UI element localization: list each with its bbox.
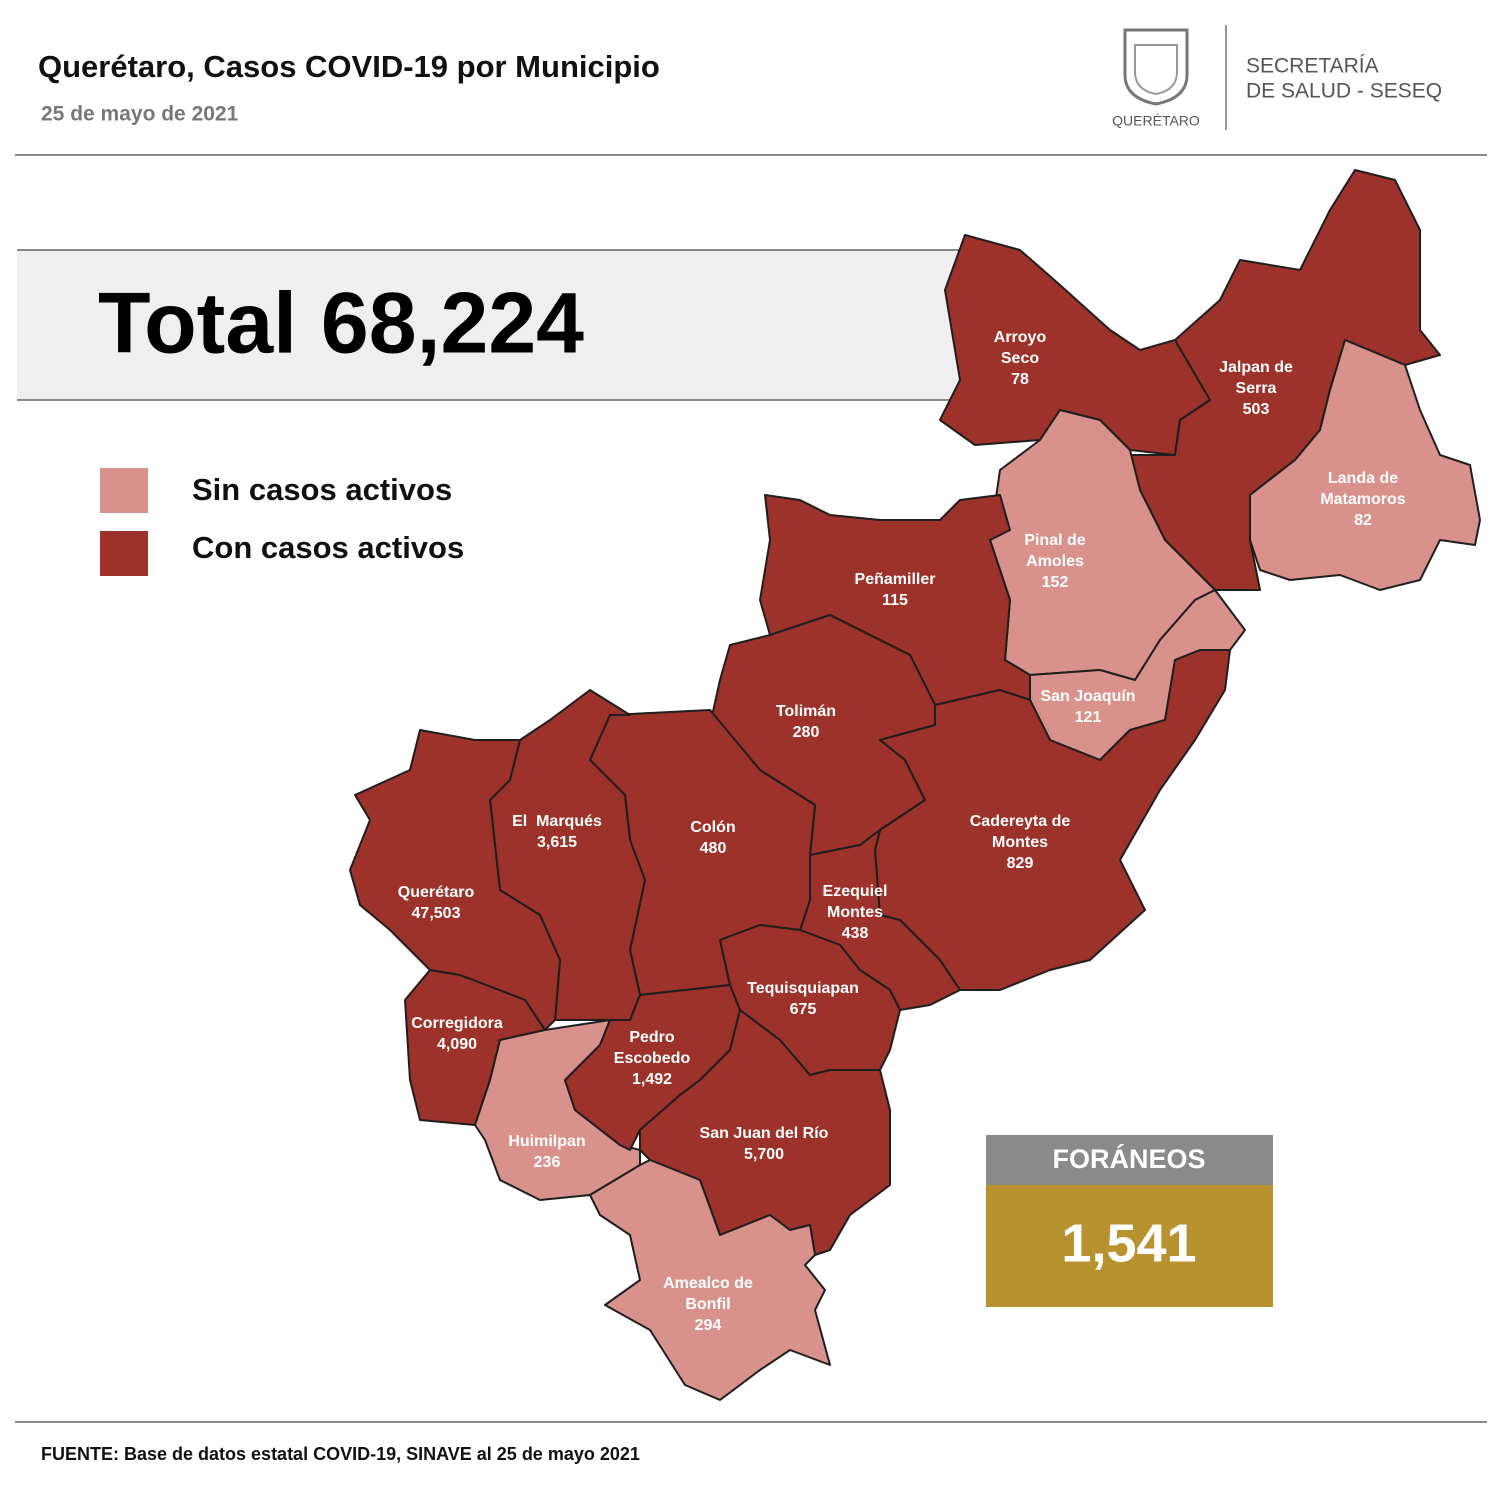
agency-line: DE SALUD - SESEQ	[1246, 80, 1442, 103]
municipality-cases: 5,700	[744, 1146, 784, 1163]
foraneos-label: FORÁNEOS	[1052, 1143, 1205, 1174]
total-band	[17, 250, 977, 400]
municipality-name: Querétaro	[398, 884, 475, 901]
legend-swatch	[100, 531, 148, 576]
municipality-name: Bonfil	[685, 1296, 730, 1313]
municipality-cases: 115	[882, 592, 908, 609]
municipality-name: Seco	[1001, 350, 1039, 367]
municipality-label: Corregidora 4,090	[411, 1015, 503, 1053]
municipality-cases: 280	[793, 724, 820, 741]
municipality-cases: 3,615	[537, 834, 577, 851]
municipality-cases: 438	[842, 925, 869, 942]
legend-swatch	[100, 468, 148, 513]
municipality-label: Tequisquiapan 675	[747, 980, 859, 1018]
municipality-cases: 480	[700, 840, 727, 857]
municipality-name: Arroyo	[994, 329, 1047, 346]
municipality	[939, 234, 1211, 456]
municipality-label: Pinal de Amoles 152	[1024, 532, 1085, 591]
municipality-name: Jalpan de	[1219, 359, 1293, 376]
municipality-name: Corregidora	[411, 1015, 503, 1032]
municipality-label: Colón 480	[690, 819, 735, 857]
date: 25 de mayo de 2021	[41, 103, 239, 126]
municipality-cases: 121	[1075, 709, 1102, 726]
legend-label: Con casos activos	[192, 530, 464, 565]
foraneos-value: 1,541	[1061, 1213, 1196, 1273]
municipality-label: Peñamiller 115	[855, 571, 936, 609]
municipality-name: Tolimán	[776, 703, 836, 720]
municipality-label: Huimilpan 236	[508, 1133, 585, 1171]
municipality-name: Colón	[690, 819, 735, 836]
municipality-name: Escobedo	[614, 1050, 691, 1067]
legend-label: Sin casos activos	[192, 472, 452, 507]
municipality-name: Huimilpan	[508, 1133, 585, 1150]
municipality-label: Cadereyta de Montes 829	[970, 813, 1071, 872]
municipality-label: San Joaquín 121	[1040, 688, 1135, 726]
municipality-name: Montes	[827, 904, 883, 921]
municipality-cases: 1,492	[632, 1071, 672, 1088]
municipality-cases: 236	[534, 1154, 561, 1171]
municipality-cases: 47,503	[412, 905, 461, 922]
municipality-cases: 829	[1007, 855, 1034, 872]
municipality-name: Peñamiller	[855, 571, 936, 588]
municipality-name: San Joaquín	[1040, 688, 1135, 705]
municipality	[874, 649, 1231, 991]
municipality-name: Montes	[992, 834, 1048, 851]
logo-text: QUERÉTARO	[1112, 113, 1200, 129]
municipality-label: Pedro Escobedo 1,492	[614, 1029, 691, 1088]
municipality-label: Tolimán 280	[776, 703, 836, 741]
municipality-name: Pedro	[629, 1029, 675, 1046]
municipality-label: Querétaro 47,503	[398, 884, 475, 922]
municipality-label: Jalpan de Serra 503	[1219, 359, 1293, 418]
total: Total 68,224	[98, 276, 584, 372]
municipality-cases: 294	[695, 1317, 722, 1334]
municipality-name: Ezequiel	[823, 883, 888, 900]
municipality-label: Landa de Matamoros 82	[1320, 470, 1405, 529]
municipality-label: Ezequiel Montes 438	[823, 883, 888, 942]
municipality-cases: 4,090	[437, 1036, 477, 1053]
municipality-cases: 675	[790, 1001, 817, 1018]
foraneos-header	[986, 1135, 1273, 1185]
municipality-name: Amealco de	[663, 1275, 753, 1292]
municipality	[1249, 339, 1481, 591]
municipality-cases: 82	[1354, 512, 1372, 529]
municipality-cases: 152	[1042, 574, 1069, 591]
municipality-name: Landa de	[1328, 470, 1398, 487]
municipality-name: El Marqués	[512, 813, 602, 830]
municipality-label: El Marqués 3,615	[512, 813, 602, 851]
municipality-label: San Juan del Río 5,700	[700, 1125, 829, 1163]
municipality-name: San Juan del Río	[700, 1125, 829, 1142]
municipality	[589, 1159, 831, 1401]
source: FUENTE: Base de datos estatal COVID-19, …	[41, 1444, 640, 1464]
municipality-name: Matamoros	[1320, 491, 1405, 508]
municipality-cases: 78	[1011, 371, 1029, 388]
municipality-label: Amealco de Bonfil 294	[663, 1275, 753, 1334]
municipality-label: Arroyo Seco 78	[994, 329, 1047, 388]
map: Arroyo Seco 78 Jalpan de Serra 503 Landa de Mat…	[349, 169, 1481, 1401]
municipality-name: Amoles	[1026, 553, 1084, 570]
title: Querétaro, Casos COVID-19 por Municipio	[38, 49, 660, 84]
municipality-name: Serra	[1236, 380, 1277, 397]
municipality-cases: 503	[1243, 401, 1270, 418]
municipality-name: Cadereyta de	[970, 813, 1071, 830]
municipality-name: Tequisquiapan	[747, 980, 859, 997]
agency-line: SECRETARÍA	[1246, 55, 1379, 78]
foraneos-box	[986, 1185, 1273, 1307]
municipality-name: Pinal de	[1024, 532, 1085, 549]
logo: QUERÉTARO	[1112, 28, 1200, 129]
